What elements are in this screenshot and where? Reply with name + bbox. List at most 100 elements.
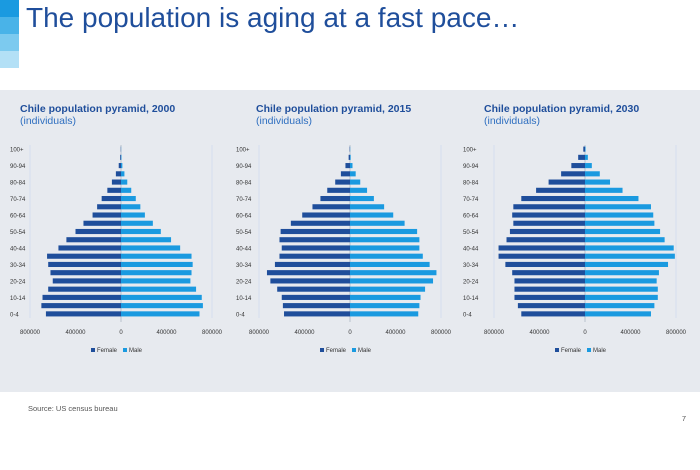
bar-male-60-64 [121,212,145,218]
bar-male-60-64 [585,212,654,218]
accent-stripe-4 [0,51,19,68]
accent-stripe-1 [0,0,19,17]
bar-male-40-44 [350,245,420,251]
bar-male-90-94 [121,163,123,169]
bar-female-90-94 [118,163,121,169]
bar-male-20-24 [585,278,657,284]
bar-male-85-89 [350,171,356,177]
bar-male-15-19 [121,286,197,292]
bar-male-50-54 [350,228,418,235]
bar-female-30-34 [48,261,122,268]
bar-male-30-34 [585,261,669,268]
bar-female-25-29 [50,270,121,276]
legend-swatch-female [555,348,559,352]
age-label: 20-24 [236,279,252,285]
legend-label-female: Female [326,348,347,354]
age-label: 70-74 [236,197,252,203]
bar-female-45-49 [506,237,585,243]
bar-female-50-54 [75,228,121,235]
pyramid-2030: 0-4 10-14 20-24 30-34 40-44 50-54 60-64 70-74 80… [463,145,687,354]
bar-female-65-69 [513,204,585,210]
age-label: 50-54 [10,230,26,236]
bar-male-100+ [585,146,586,152]
bar-female-10-14 [42,294,122,300]
legend-swatch-female [320,348,324,352]
age-label: 10-14 [236,296,252,302]
bar-male-40-44 [585,245,674,251]
age-label: 90-94 [236,164,252,170]
bar-male-95-99 [350,154,351,160]
x-tick-label: 800000 [484,330,505,336]
bar-female-25-29 [512,270,585,276]
age-label: 0-4 [10,312,19,318]
age-label: 20-24 [463,279,479,285]
bar-male-85-89 [585,171,600,177]
chart-title-2030: Chile population pyramid, 2030 [484,103,640,115]
chart-title-2000: Chile population pyramid, 2000 [20,103,176,115]
age-label: 30-34 [10,263,26,269]
bar-male-50-54 [585,228,661,235]
bar-female-90-94 [571,163,585,169]
age-label: 40-44 [10,246,26,252]
bar-female-35-39 [279,253,350,259]
bar-female-60-64 [302,212,350,218]
x-tick-label: 400000 [529,330,550,336]
bar-female-20-24 [270,278,350,284]
age-label: 20-24 [10,279,26,285]
age-label: 0-4 [463,312,472,318]
bar-male-55-59 [585,220,655,226]
chart-subtitle-2000: (individuals) [20,115,77,127]
age-label: 80-84 [10,181,26,187]
age-label: 90-94 [463,164,479,170]
bar-male-50-54 [121,228,161,235]
legend-label-male: Male [129,348,143,354]
bar-female-30-34 [274,261,350,268]
bar-female-5-9 [41,303,121,309]
age-label: 50-54 [463,230,479,236]
bar-female-15-19 [514,286,585,292]
bar-female-95-99 [120,154,121,160]
bar-male-5-9 [350,303,420,309]
legend-label-female: Female [97,348,118,354]
bar-male-5-9 [585,303,655,309]
x-tick-label: 800000 [249,330,270,336]
bar-male-45-49 [350,237,420,243]
bar-male-0-4 [585,311,651,317]
bar-female-85-89 [115,171,121,177]
age-label: 60-64 [10,214,26,220]
x-tick-label: 800000 [431,330,452,336]
bar-male-45-49 [121,237,172,243]
x-tick-label: 0 [119,330,123,336]
bar-female-80-84 [335,179,350,185]
bar-male-25-29 [585,270,659,276]
x-tick-label: 800000 [20,330,41,336]
bar-female-10-14 [281,294,350,300]
bar-male-35-39 [350,253,423,259]
bar-female-40-44 [498,245,585,251]
bar-female-5-9 [517,303,585,309]
bar-female-0-4 [284,311,350,317]
age-label: 30-34 [463,263,479,269]
bar-male-70-74 [585,195,639,202]
age-label: 10-14 [10,296,26,302]
bar-male-40-44 [121,245,181,251]
legend-swatch-male [352,348,356,352]
accent-stripe-3 [0,34,19,51]
bar-female-5-9 [282,303,350,309]
age-label: 100+ [463,148,477,154]
page-number: 7 [681,414,686,423]
bar-female-75-79 [107,187,121,193]
bar-female-65-69 [97,204,121,210]
bar-female-15-19 [277,286,350,292]
x-tick-label: 400000 [620,330,641,336]
legend-label-male: Male [593,348,607,354]
chart-title-2015: Chile population pyramid, 2015 [256,103,412,115]
age-label: 50-54 [236,230,252,236]
age-label: 80-84 [236,181,252,187]
bar-female-85-89 [340,171,350,177]
pyramid-2000: 0-4 10-14 20-24 30-34 40-44 50-54 60-64 70-74 80… [10,145,223,354]
age-label: 100+ [10,148,24,154]
bar-male-5-9 [121,303,203,309]
age-label: 70-74 [10,197,26,203]
x-tick-label: 800000 [202,330,223,336]
